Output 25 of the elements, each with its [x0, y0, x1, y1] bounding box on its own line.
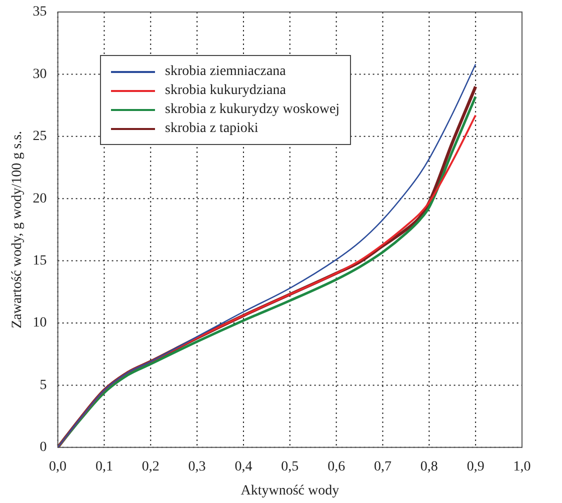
x-tick-label: 0,4 — [234, 459, 252, 474]
x-tick-label: 0,8 — [420, 459, 438, 474]
x-tick-label: 0,6 — [328, 459, 346, 474]
y-tick-label: 25 — [32, 129, 47, 144]
y-tick-label: 10 — [32, 316, 47, 331]
x-tick-label: 0,2 — [142, 459, 160, 474]
legend-label: skrobia ziemniaczana — [165, 64, 286, 80]
x-tick-label: 0,9 — [466, 459, 484, 474]
legend-label: skrobia z tapioki — [165, 120, 258, 136]
x-tick-label: 1,0 — [513, 459, 531, 474]
y-tick-label: 15 — [32, 253, 47, 268]
y-axis-title: Zawartość wody, g wody/100 g s.s. — [10, 130, 26, 328]
y-tick-label: 30 — [32, 66, 47, 82]
x-tick-label: 0,7 — [374, 459, 392, 474]
x-tick-label: 0,0 — [49, 459, 67, 474]
y-tick-label: 35 — [32, 4, 47, 20]
y-tick-label: 20 — [32, 191, 47, 206]
x-tick-label: 0,1 — [95, 459, 113, 474]
y-tick-label: 5 — [40, 378, 47, 393]
legend-label: skrobia kukurydziana — [165, 82, 286, 98]
legend-label: skrobia z kukurydzy woskowej — [165, 102, 340, 118]
y-tick-label: 0 — [40, 440, 47, 456]
x-tick-label: 0,3 — [188, 459, 206, 474]
x-tick-label: 0,5 — [281, 459, 299, 474]
x-axis-title: Aktywność wody — [240, 483, 340, 498]
